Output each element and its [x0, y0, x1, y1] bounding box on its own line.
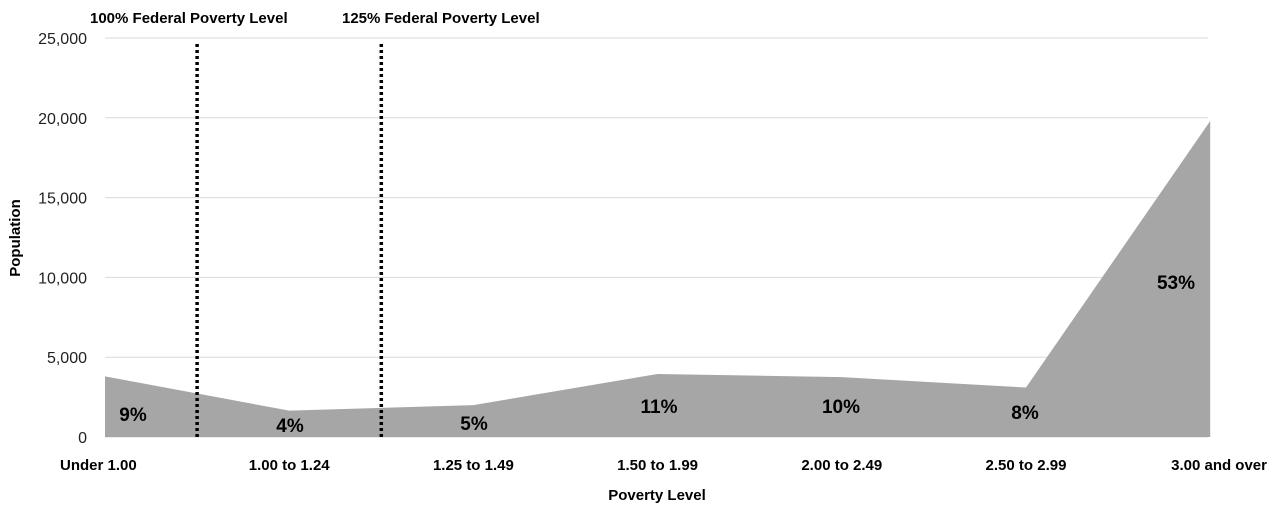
- y-tick-label: 0: [78, 430, 87, 447]
- reference-line-label: 125% Federal Poverty Level: [342, 10, 540, 27]
- data-label: 9%: [119, 405, 147, 426]
- reference-line-label: 100% Federal Poverty Level: [90, 10, 288, 27]
- y-tick-label: 5,000: [47, 350, 87, 367]
- data-label: 11%: [641, 397, 678, 418]
- x-tick-label: 1.50 to 1.99: [617, 457, 698, 474]
- y-tick-label: 20,000: [38, 111, 87, 128]
- x-tick-label: 2.00 to 2.49: [801, 457, 882, 474]
- data-label: 53%: [1157, 273, 1195, 294]
- x-tick-label: 3.00 and over: [1171, 457, 1267, 474]
- area-series: [104, 120, 1211, 437]
- data-labels: 9% 4% 5% 11% 10% 8% 53%: [119, 273, 1195, 437]
- x-tick-label: 2.50 to 2.99: [986, 457, 1067, 474]
- y-tick-label: 15,000: [38, 191, 87, 208]
- x-tick-label: 1.25 to 1.49: [433, 457, 514, 474]
- area-fill: [105, 120, 1211, 437]
- data-label: 8%: [1011, 403, 1039, 424]
- x-tick-label: Under 1.00: [60, 457, 137, 474]
- data-label: 5%: [460, 414, 488, 435]
- x-tick-label: 1.00 to 1.24: [249, 457, 331, 474]
- reference-lines: 100% Federal Poverty Level 125% Federal P…: [90, 10, 540, 437]
- x-axis-title: Poverty Level: [608, 487, 706, 504]
- y-tick-label: 10,000: [38, 270, 87, 287]
- y-axis-title: Population: [7, 199, 24, 277]
- y-axis-ticks: 0 5,000 10,000 15,000 20,000 25,000: [38, 31, 87, 447]
- data-label: 10%: [822, 397, 860, 418]
- x-axis-ticks: Under 1.00 1.00 to 1.24 1.25 to 1.49 1.50 t…: [60, 457, 1267, 474]
- y-tick-label: 25,000: [38, 31, 87, 48]
- data-label: 4%: [276, 416, 304, 437]
